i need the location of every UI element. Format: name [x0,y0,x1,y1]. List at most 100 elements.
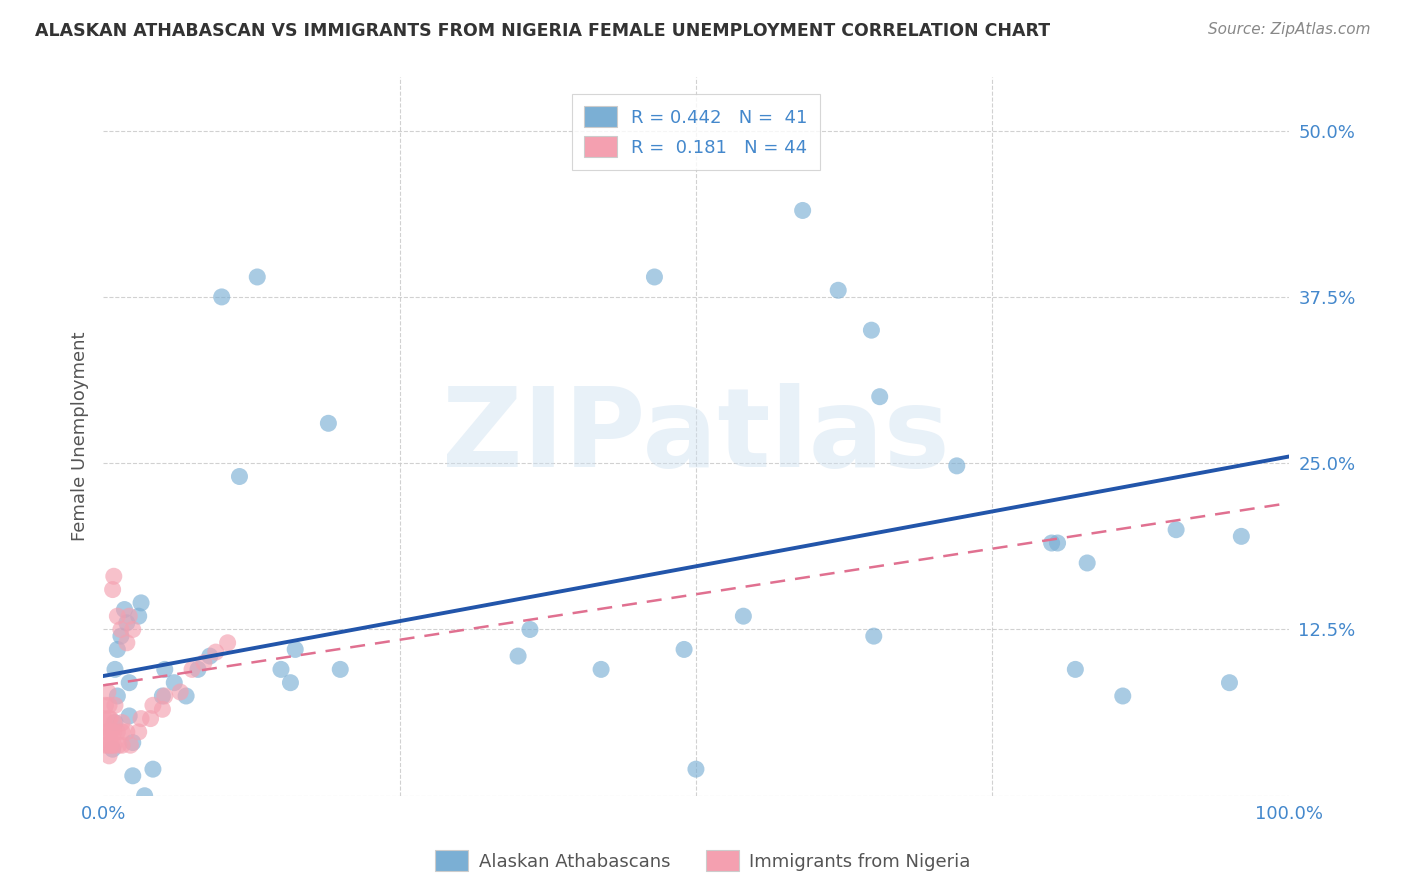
Point [105,609,128,624]
Point [519,623,541,637]
Point [204,645,226,659]
Point [685,762,707,776]
Point [121,769,143,783]
Point [103,569,125,583]
Point [733,609,755,624]
Point [120,738,142,752]
Point [94,738,117,752]
Point [827,283,849,297]
Point [142,698,165,713]
Point [101,582,124,597]
Point [121,735,143,749]
Point [862,629,884,643]
Point [169,685,191,699]
Point [329,662,352,676]
Point [118,709,141,723]
Point [103,738,125,752]
Point [98,725,121,739]
Point [193,656,215,670]
Point [105,689,128,703]
Point [104,662,127,676]
Point [97,685,120,699]
Point [142,762,165,776]
Point [94,698,117,713]
Point [280,675,302,690]
Point [163,675,186,690]
Point [98,698,121,713]
Point [118,675,141,690]
Point [104,698,127,713]
Point [198,649,221,664]
Point [94,725,117,739]
Point [105,642,128,657]
Point [1046,536,1069,550]
Point [591,662,613,676]
Point [1164,523,1187,537]
Point [153,689,176,703]
Point [869,390,891,404]
Point [118,609,141,624]
Legend: R = 0.442   N =  41, R =  0.181   N = 44: R = 0.442 N = 41, R = 0.181 N = 44 [572,94,820,169]
Point [128,609,150,624]
Point [98,712,121,726]
Point [104,715,127,730]
Point [111,715,134,730]
Point [115,636,138,650]
Point [1064,662,1087,676]
Point [98,748,121,763]
Point [97,725,120,739]
Point [110,623,132,637]
Point [100,738,122,752]
Point [111,725,134,739]
Point [128,725,150,739]
Point [93,712,115,726]
Point [103,725,125,739]
Point [792,203,814,218]
Point [139,712,162,726]
Point [246,270,269,285]
Point [1112,689,1135,703]
Point [121,623,143,637]
Point [152,702,174,716]
Point [97,738,120,752]
Point [111,738,134,752]
Point [187,662,209,676]
Point [217,636,239,650]
Point [643,270,665,285]
Point [1218,675,1240,690]
Point [181,662,204,676]
Point [673,642,696,657]
Point [98,712,121,726]
Text: ALASKAN ATHABASCAN VS IMMIGRANTS FROM NIGERIA FEMALE UNEMPLOYMENT CORRELATION CH: ALASKAN ATHABASCAN VS IMMIGRANTS FROM NI… [35,22,1050,40]
Point [134,789,156,803]
Point [506,649,529,664]
Point [129,596,152,610]
Text: Source: ZipAtlas.com: Source: ZipAtlas.com [1208,22,1371,37]
Point [860,323,883,337]
Point [228,469,250,483]
Point [152,689,174,703]
Point [103,715,125,730]
Point [107,738,129,752]
Point [115,615,138,630]
Point [945,458,967,473]
Point [318,417,340,431]
Point [284,642,307,657]
Point [129,712,152,726]
Point [114,602,136,616]
Point [110,629,132,643]
Point [1040,536,1063,550]
Point [1230,529,1253,543]
Point [98,738,121,752]
Point [101,742,124,756]
Point [115,725,138,739]
Legend: Alaskan Athabascans, Immigrants from Nigeria: Alaskan Athabascans, Immigrants from Nig… [427,843,979,879]
Y-axis label: Female Unemployment: Female Unemployment [72,332,89,541]
Point [270,662,292,676]
Text: ZIPatlas: ZIPatlas [441,383,950,490]
Point [105,725,128,739]
Point [100,725,122,739]
Point [174,689,197,703]
Point [211,290,233,304]
Point [1076,556,1098,570]
